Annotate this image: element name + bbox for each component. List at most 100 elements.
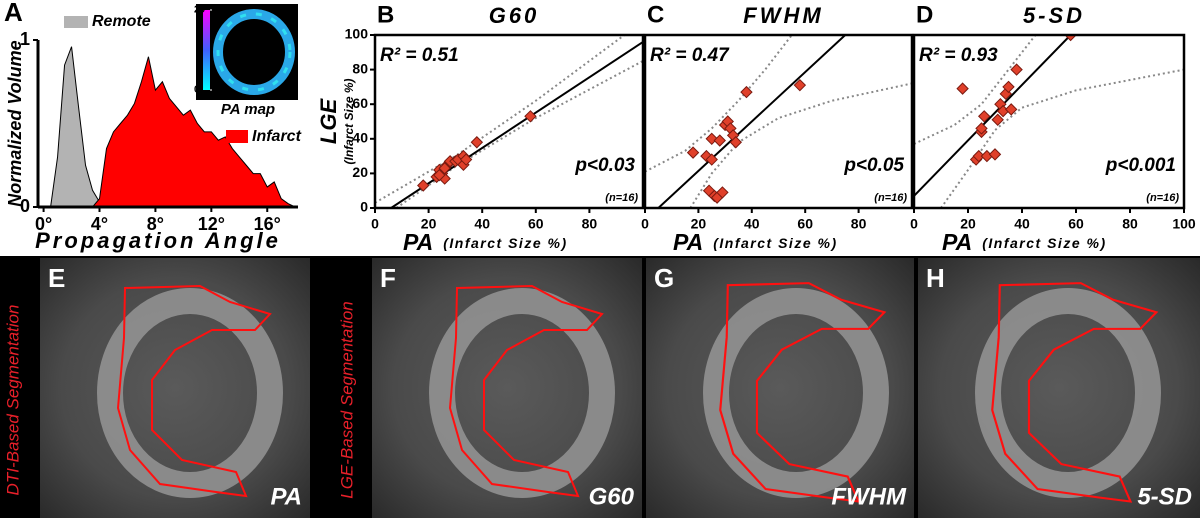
panel-letter: B	[377, 1, 394, 28]
legend-swatch	[64, 16, 88, 28]
colorbar	[203, 10, 210, 90]
panel-letter: D	[916, 1, 933, 28]
segmentation-outline	[116, 284, 272, 498]
n-count: (n=16)	[605, 192, 638, 204]
x-tick-label: 0	[910, 216, 918, 232]
legend-swatch	[226, 130, 248, 143]
point	[433, 168, 446, 182]
x-tick-label: 0	[641, 216, 649, 232]
confidence-band	[375, 35, 627, 204]
image-panel: E PA	[40, 258, 310, 518]
panel-label: G60	[589, 483, 635, 510]
y-tick-label: 0	[360, 199, 368, 215]
x-tick-label: 100	[1172, 216, 1196, 232]
point	[988, 148, 1002, 161]
point	[705, 153, 718, 166]
x-axis-label: PA (Infarct Size %)	[942, 229, 1107, 255]
y-tick-label: 40	[352, 130, 368, 146]
point	[524, 110, 537, 123]
y-tick-label: 1	[20, 29, 30, 49]
panel-label: FWHM	[831, 483, 907, 510]
image-panel: F G60	[372, 258, 642, 518]
r-squared: R² = 0.47	[650, 45, 730, 66]
plot-frame	[643, 33, 914, 210]
y-tick-label: 80	[352, 60, 368, 76]
x-label-note: (Infarct Size %)	[713, 235, 837, 251]
x-tick-label: 20	[421, 216, 437, 232]
x-label-note: (Infarct Size %)	[443, 235, 567, 251]
p-value: p<0.05	[843, 155, 904, 176]
x-tick-label: 40	[744, 216, 760, 232]
x-tick-label: 60	[797, 216, 813, 232]
y-tick-label: 0	[20, 196, 30, 216]
x-tick-label: 20	[691, 216, 707, 232]
x-tick-label: 40	[1014, 216, 1030, 232]
segmentation-label: LGE-Based Segmentation	[337, 301, 356, 499]
x-tick-label: 12°	[198, 214, 225, 234]
point	[713, 134, 726, 147]
x-tick-label: 80	[1122, 216, 1138, 232]
panel-letter: A	[4, 0, 23, 27]
point	[1010, 63, 1023, 76]
point	[729, 136, 742, 149]
confidence-band	[395, 60, 643, 208]
image-panel: G FWHM	[646, 258, 914, 518]
chart-title: G60	[489, 3, 540, 28]
fit-line	[914, 35, 1072, 197]
x-tick-label: 8°	[147, 214, 164, 234]
r-squared: R² = 0.51	[380, 45, 459, 66]
point	[459, 153, 473, 166]
point	[977, 110, 991, 123]
fit-line	[390, 41, 643, 208]
panel-letter: F	[380, 263, 396, 293]
point	[956, 82, 969, 95]
y-axis-label: Normalized Volume	[5, 40, 25, 206]
r-squared: R² = 0.93	[919, 45, 998, 66]
n-count: (n=16)	[1146, 192, 1179, 204]
colorbar-label: 20°	[194, 5, 209, 16]
panel-label: 5-SD	[1137, 483, 1192, 510]
x-tick-label: 4°	[91, 214, 108, 234]
x-tick-label: 0	[371, 216, 379, 232]
point	[972, 149, 986, 163]
plot	[914, 35, 1184, 208]
confidence-band	[689, 82, 912, 208]
image-panel: H 5-SD	[918, 258, 1200, 518]
x-label-main: PA	[673, 229, 703, 255]
point	[686, 146, 700, 159]
y-tick-label: 100	[345, 26, 369, 42]
point	[417, 179, 430, 192]
segmentation-outline	[448, 284, 604, 498]
panel-label: PA	[270, 483, 302, 510]
segmentation-outline	[719, 282, 887, 503]
panel-letter: H	[926, 263, 945, 293]
x-tick-label: 40	[474, 216, 490, 232]
chart-title: FWHM	[743, 3, 823, 28]
panel-letter: E	[48, 263, 65, 293]
x-tick-label: 20	[960, 216, 976, 232]
point	[740, 85, 753, 99]
y-tick-label: 20	[352, 164, 368, 180]
point	[1004, 103, 1018, 116]
x-axis-label: PA (Infarct Size %)	[403, 229, 568, 255]
plot	[375, 35, 643, 208]
segmentation-outline	[991, 282, 1159, 503]
fit-line	[657, 35, 846, 208]
point	[991, 113, 1004, 126]
x-axis-label: Propagation Angle	[35, 228, 281, 253]
x-tick-label: 16°	[254, 214, 281, 234]
myocardium	[429, 288, 615, 498]
x-tick-label: 60	[528, 216, 544, 232]
colorbar-label: 0°	[194, 85, 204, 96]
confidence-band	[940, 68, 1184, 208]
plot-frame	[373, 33, 645, 210]
point	[470, 136, 484, 149]
confidence-band	[645, 35, 793, 173]
myocardium	[97, 288, 283, 498]
panel-letter: C	[647, 1, 664, 28]
x-tick-label: 80	[582, 216, 598, 232]
p-value: p<0.03	[574, 155, 635, 176]
legend-label: Infarct	[252, 128, 302, 145]
point	[1064, 35, 1077, 42]
